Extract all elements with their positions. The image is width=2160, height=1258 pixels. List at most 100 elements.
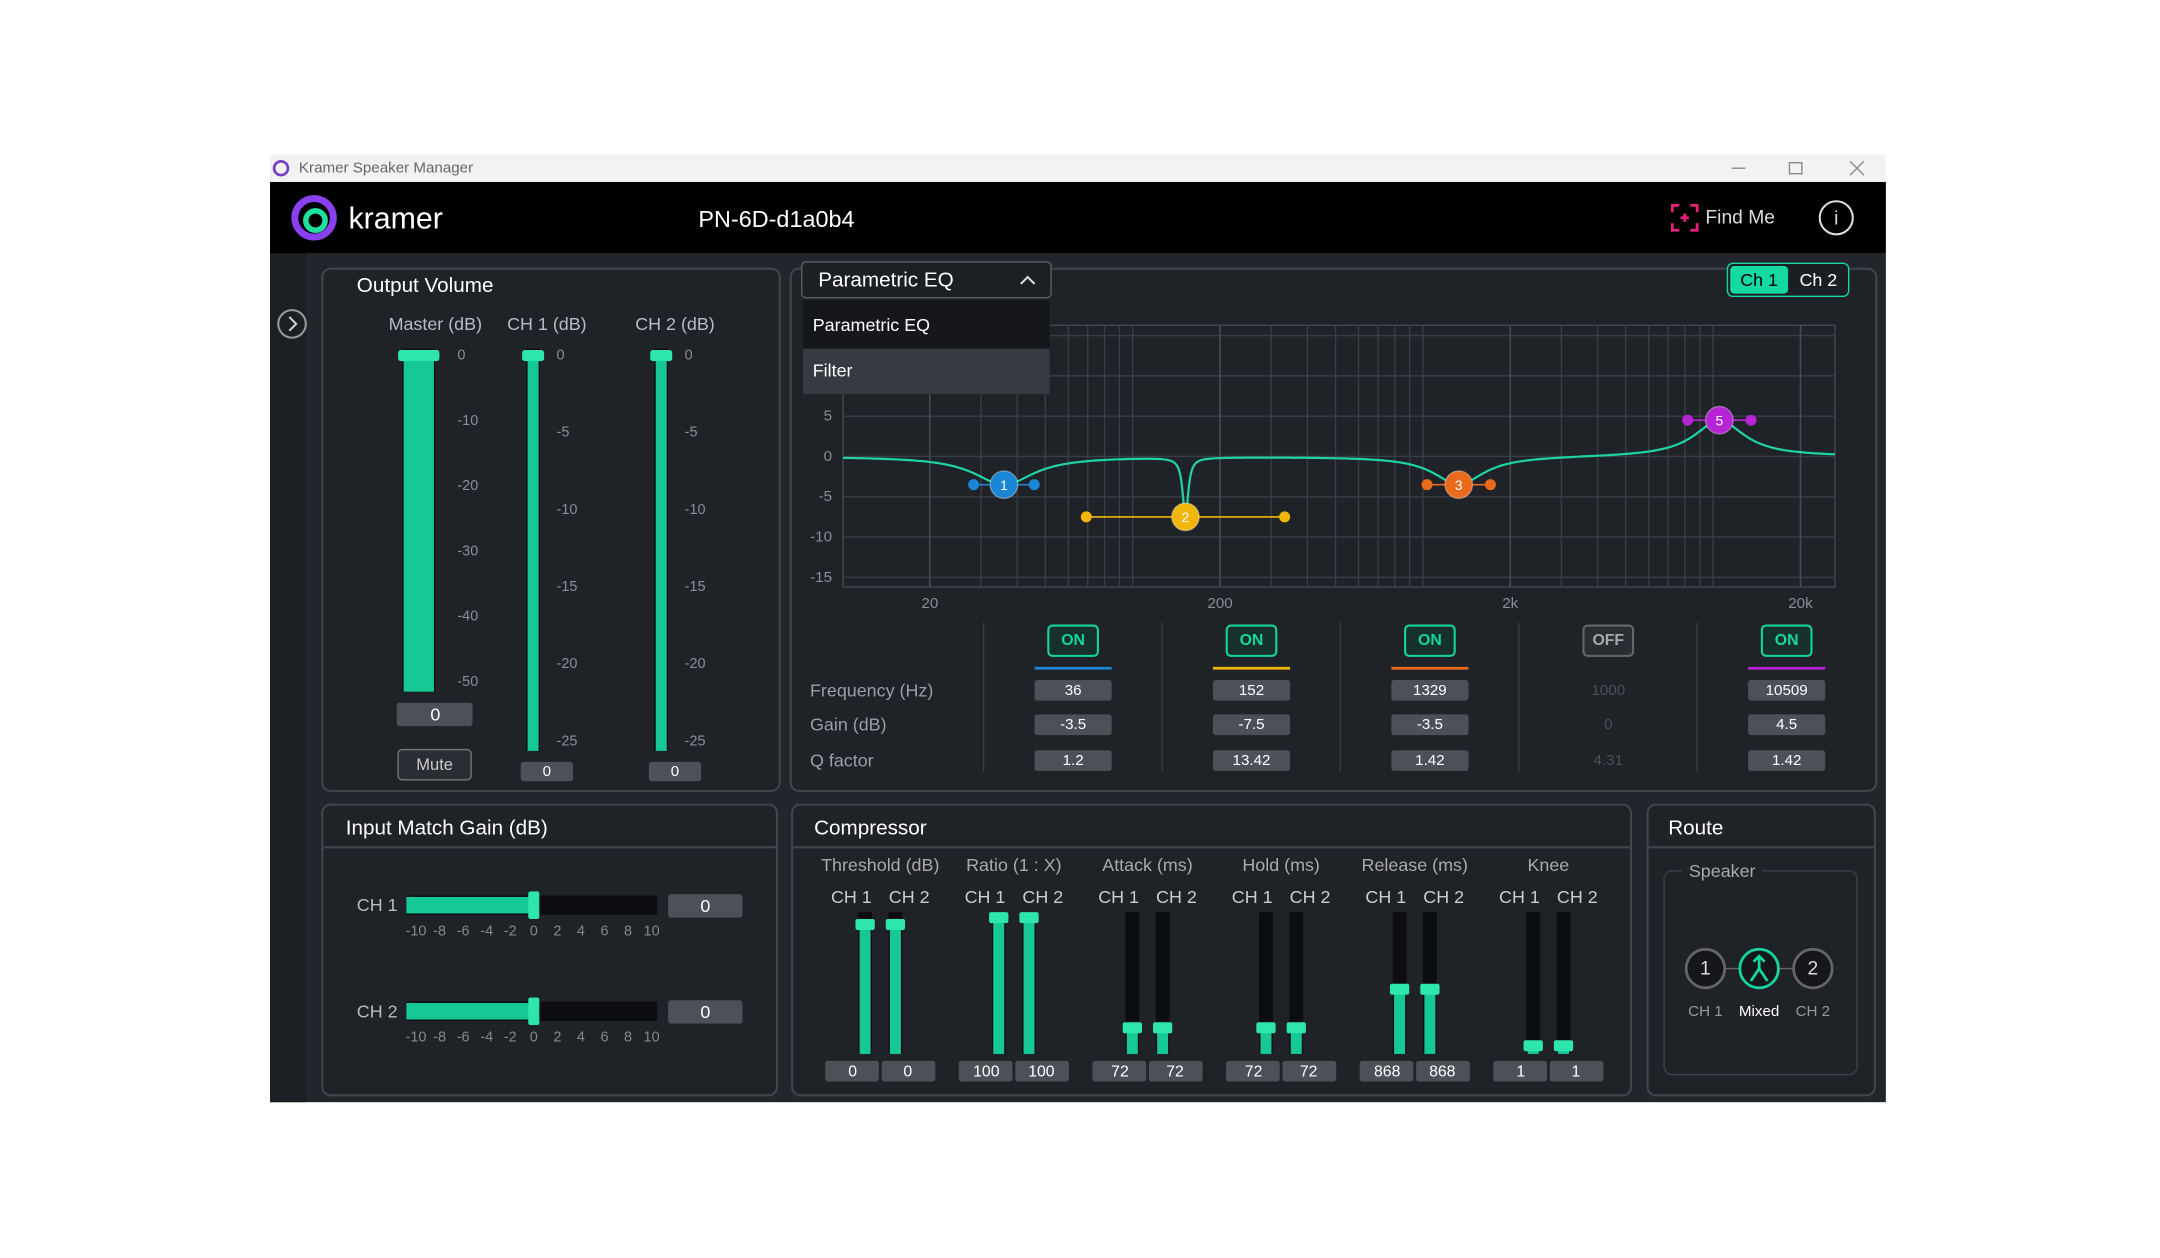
route-option[interactable] bbox=[1684, 947, 1727, 990]
q-handle[interactable] bbox=[1080, 511, 1092, 523]
band-gain[interactable]: 4.5 bbox=[1776, 716, 1797, 733]
comp-knob[interactable] bbox=[855, 918, 875, 930]
q-handle[interactable] bbox=[1028, 479, 1040, 491]
q-handle[interactable] bbox=[1682, 414, 1694, 426]
scale-label: -2 bbox=[504, 1029, 517, 1045]
fader-tick-label: -15 bbox=[557, 579, 578, 595]
comp-knob[interactable] bbox=[1286, 1022, 1306, 1034]
channel-tab-active[interactable] bbox=[1730, 266, 1789, 294]
comp-knob[interactable] bbox=[885, 918, 906, 930]
gain-knob[interactable] bbox=[528, 997, 540, 1026]
comp-knob[interactable] bbox=[1019, 912, 1039, 924]
scale-label: 4 bbox=[577, 923, 585, 939]
dropdown-option[interactable]: Filter bbox=[813, 361, 853, 381]
band-gain[interactable]: -3.5 bbox=[1417, 716, 1443, 733]
channel-tab[interactable]: Ch 1 bbox=[1740, 270, 1778, 290]
scale-label: 10 bbox=[644, 923, 660, 939]
close-button bbox=[1849, 160, 1865, 176]
band-frequency[interactable]: 10509 bbox=[1766, 682, 1808, 699]
comp-knob[interactable] bbox=[1553, 1040, 1574, 1052]
band-gain[interactable]: -7.5 bbox=[1238, 716, 1264, 733]
fader-tick-label: -10 bbox=[557, 502, 578, 518]
route-option[interactable] bbox=[1792, 947, 1834, 990]
mute-label: Mute bbox=[416, 755, 453, 774]
value-box bbox=[668, 1000, 743, 1024]
channel-label: CH 2 bbox=[1022, 887, 1063, 907]
comp-knob[interactable] bbox=[1389, 983, 1410, 995]
band-toggle[interactable] bbox=[1582, 624, 1635, 657]
logo-ring bbox=[291, 195, 337, 241]
band-toggle[interactable] bbox=[1047, 624, 1099, 657]
fader-tick-label: 0 bbox=[457, 348, 465, 364]
mode-dropdown[interactable] bbox=[801, 261, 1052, 299]
x-tick-label: 200 bbox=[1207, 595, 1232, 612]
mixed-icon bbox=[1749, 954, 1769, 982]
q-handle[interactable] bbox=[1745, 414, 1757, 426]
band-frequency[interactable]: 1329 bbox=[1413, 682, 1447, 699]
channel-label: CH 2 bbox=[889, 887, 930, 907]
comp-knob[interactable] bbox=[1153, 1022, 1173, 1034]
y-tick-label: -15 bbox=[810, 569, 832, 586]
restore-button[interactable] bbox=[1788, 162, 1803, 175]
dropdown-option[interactable]: Parametric EQ bbox=[813, 315, 930, 335]
value-box bbox=[958, 1060, 1013, 1082]
comp-knob[interactable] bbox=[989, 912, 1009, 924]
fader-knob[interactable] bbox=[398, 350, 440, 362]
route-label: Mixed bbox=[1739, 1003, 1779, 1020]
info-button[interactable] bbox=[1818, 200, 1854, 236]
channel-tab[interactable]: Ch 2 bbox=[1799, 270, 1837, 290]
fader-knob[interactable] bbox=[522, 350, 545, 362]
q-handle[interactable] bbox=[1421, 479, 1433, 491]
comp-value: 72 bbox=[1111, 1063, 1129, 1080]
band-q[interactable]: 13.42 bbox=[1233, 752, 1271, 769]
band-q[interactable]: 1.42 bbox=[1772, 752, 1801, 769]
q-handle[interactable] bbox=[968, 479, 980, 491]
channel-label: CH 2 bbox=[1557, 887, 1598, 907]
q-handle[interactable] bbox=[1484, 479, 1496, 491]
find-me-icon[interactable] bbox=[1670, 204, 1699, 232]
band-handle-label: 1 bbox=[1000, 478, 1008, 493]
scale-label: -8 bbox=[433, 1029, 446, 1045]
band-handle[interactable] bbox=[989, 470, 1019, 500]
comp-knob[interactable] bbox=[1420, 983, 1440, 995]
device-name: PN-6D-d1a0b4 bbox=[698, 206, 854, 232]
band-gain[interactable]: -3.5 bbox=[1060, 716, 1086, 733]
scale-label: -4 bbox=[480, 1029, 493, 1045]
comp-value: 1 bbox=[1516, 1063, 1525, 1080]
band-frequency[interactable]: 36 bbox=[1065, 682, 1082, 699]
band-handle[interactable] bbox=[1170, 502, 1200, 532]
band-frequency[interactable]: 152 bbox=[1239, 682, 1264, 699]
scale-label: -8 bbox=[433, 923, 446, 939]
band-q[interactable]: 1.2 bbox=[1063, 752, 1084, 769]
gain-knob[interactable] bbox=[528, 891, 540, 919]
comp-value: 868 bbox=[1374, 1063, 1401, 1080]
comp-knob[interactable] bbox=[1122, 1022, 1142, 1034]
find-me-button[interactable]: Find Me bbox=[1705, 207, 1775, 228]
mode-value: Parametric EQ bbox=[818, 268, 953, 291]
x-tick-label: 20 bbox=[921, 595, 938, 612]
scale-label: -10 bbox=[406, 923, 427, 939]
legend-gap bbox=[1681, 862, 1762, 880]
value-box bbox=[1282, 1060, 1337, 1082]
band-toggle[interactable] bbox=[1404, 624, 1456, 657]
band-handle[interactable] bbox=[1704, 405, 1734, 435]
band-toggle[interactable] bbox=[1225, 624, 1278, 657]
value-box bbox=[1092, 1060, 1147, 1082]
fader-knob[interactable] bbox=[650, 350, 673, 362]
band-q[interactable]: 1.42 bbox=[1415, 752, 1444, 769]
value-box bbox=[1748, 750, 1826, 771]
channel-label: CH 1 bbox=[831, 887, 872, 907]
band-toggle[interactable] bbox=[1760, 624, 1813, 657]
chevron bbox=[288, 316, 298, 332]
q-handle[interactable] bbox=[1279, 511, 1291, 523]
comp-knob[interactable] bbox=[1523, 1040, 1543, 1052]
band-handle[interactable] bbox=[1444, 470, 1474, 500]
expand-button[interactable] bbox=[277, 309, 307, 339]
comp-knob[interactable] bbox=[1256, 1022, 1276, 1034]
fader-tick-label: 0 bbox=[557, 348, 565, 364]
brand: kramer bbox=[349, 203, 443, 236]
mute-button[interactable] bbox=[397, 748, 472, 781]
fader-value: 0 bbox=[671, 763, 679, 780]
value-box bbox=[668, 894, 743, 918]
scale-label: -4 bbox=[480, 923, 493, 939]
